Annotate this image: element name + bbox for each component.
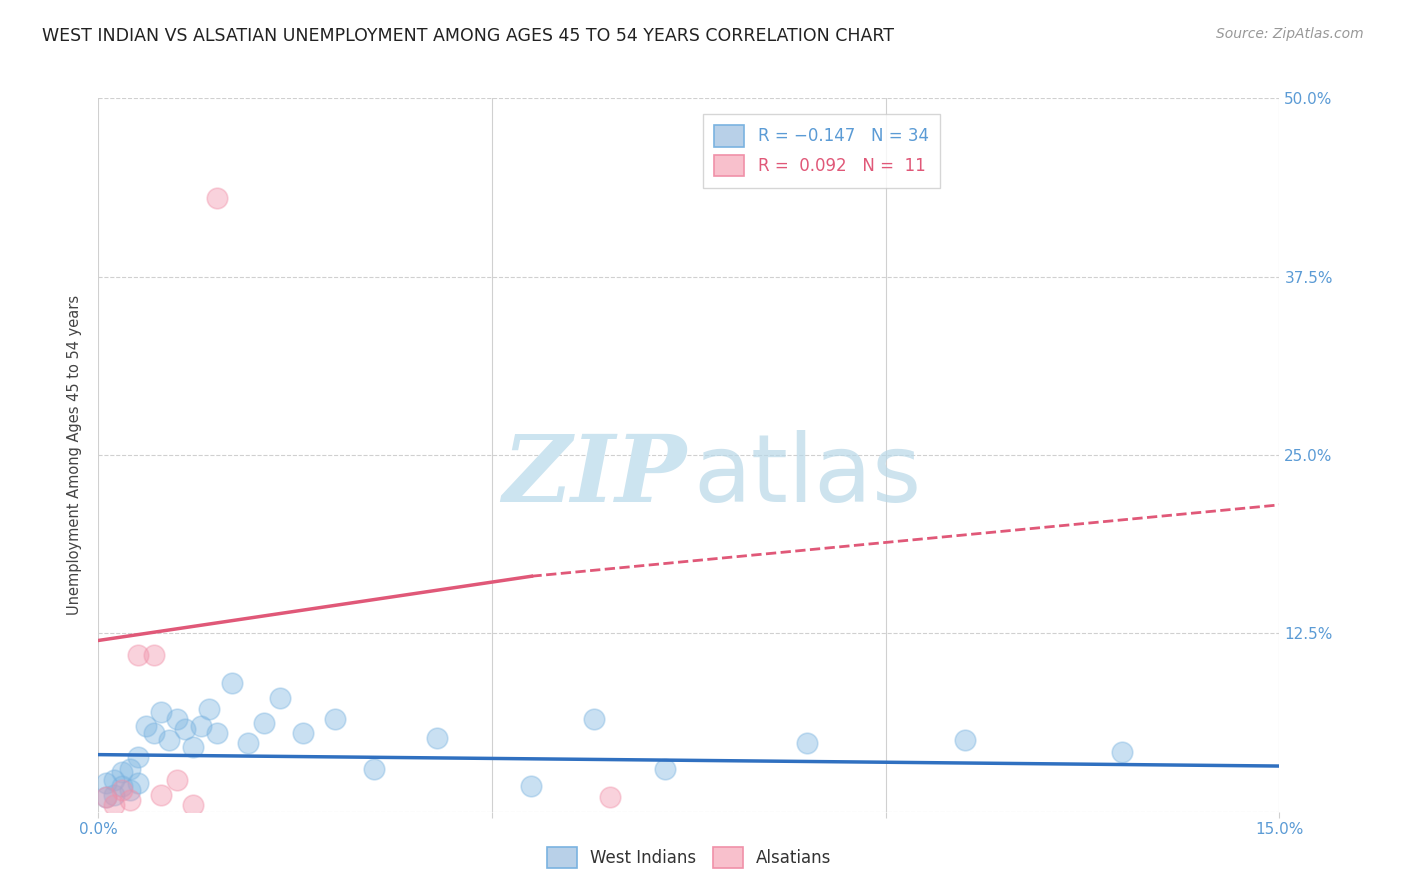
Point (181, 740, 204, 755)
Point (118, 762, 141, 776)
Point (292, 726, 315, 740)
Point (150, 788, 173, 802)
Point (583, 712, 606, 726)
Point (236, 736, 259, 750)
Text: WEST INDIAN VS ALSATIAN UNEMPLOYMENT AMONG AGES 45 TO 54 YEARS CORRELATION CHART: WEST INDIAN VS ALSATIAN UNEMPLOYMENT AMO… (42, 27, 894, 45)
Point (111, 779, 134, 793)
Point (142, 648, 165, 662)
Point (253, 716, 276, 731)
Point (205, 726, 228, 740)
Point (1111, 745, 1133, 759)
Point (953, 733, 976, 747)
Point (135, 719, 157, 733)
Point (269, 690, 291, 705)
Point (118, 783, 141, 797)
Point (118, 793, 141, 807)
Point (103, 788, 125, 802)
Point (205, 191, 228, 205)
Point (599, 790, 621, 805)
Point (103, 773, 125, 788)
Point (150, 705, 173, 719)
Point (221, 676, 243, 690)
Point (520, 779, 543, 793)
Point (157, 733, 180, 747)
Point (174, 722, 197, 736)
Point (111, 764, 134, 779)
Point (96, 776, 118, 790)
Point (197, 702, 219, 716)
Point (166, 773, 188, 788)
Text: Source: ZipAtlas.com: Source: ZipAtlas.com (1216, 27, 1364, 41)
Point (654, 762, 676, 776)
Point (142, 726, 165, 740)
Point (323, 712, 346, 726)
Legend: West Indians, Alsatians: West Indians, Alsatians (540, 840, 838, 875)
Point (96, 790, 118, 805)
Point (181, 797, 204, 812)
Y-axis label: Unemployment Among Ages 45 to 54 years: Unemployment Among Ages 45 to 54 years (67, 295, 83, 615)
Point (127, 776, 149, 790)
Point (111, 783, 134, 797)
Point (363, 762, 385, 776)
Text: atlas: atlas (693, 430, 921, 523)
Text: ZIP: ZIP (502, 432, 686, 521)
Point (426, 731, 449, 745)
Point (166, 712, 188, 726)
Point (796, 736, 818, 750)
Point (127, 648, 149, 662)
Point (103, 797, 125, 812)
Point (96, 790, 118, 805)
Point (190, 719, 212, 733)
Point (127, 750, 149, 764)
